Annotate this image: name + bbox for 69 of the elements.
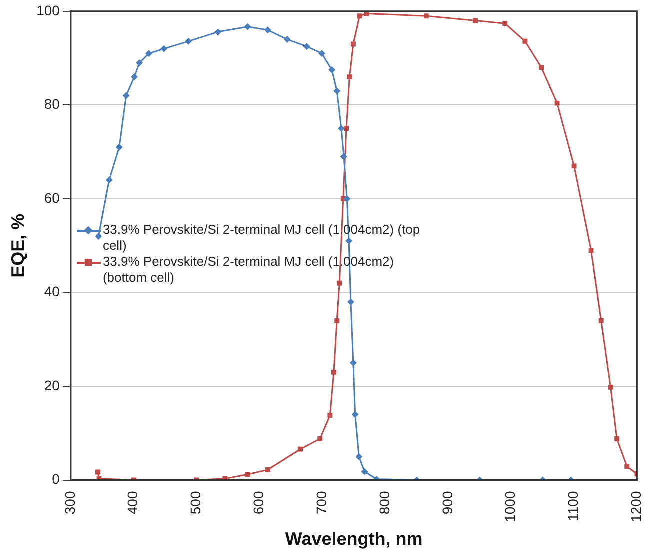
point: [554, 100, 560, 106]
x-tick-label: 700: [313, 491, 330, 515]
x-tick-label: 1200: [628, 491, 644, 522]
point: [95, 232, 102, 240]
point: [328, 413, 333, 418]
point: [328, 66, 336, 74]
point: [334, 88, 341, 95]
point: [331, 370, 336, 375]
x-tick-label: 1100: [565, 491, 582, 522]
point: [598, 318, 604, 324]
point: [284, 36, 291, 44]
point: [337, 280, 342, 286]
point: [185, 38, 192, 45]
point: [106, 176, 113, 184]
y-tick-label: 20: [44, 377, 60, 394]
point: [608, 384, 614, 390]
point: [344, 126, 350, 132]
point: [356, 453, 363, 460]
point: [214, 28, 222, 36]
point: [160, 45, 168, 52]
point: [334, 318, 340, 324]
point: [145, 50, 152, 58]
point: [116, 144, 123, 151]
point: [473, 18, 478, 24]
point: [96, 470, 100, 475]
point: [352, 411, 359, 418]
x-tick-label: 800: [376, 491, 392, 515]
point: [338, 125, 345, 132]
point: [588, 248, 594, 253]
point: [522, 38, 528, 44]
point: [318, 436, 323, 442]
x-tick-label: 500: [188, 491, 204, 515]
point: [539, 65, 544, 70]
point: [265, 467, 270, 472]
x-axis-title: Wavelength, nm: [285, 529, 423, 550]
point: [347, 74, 352, 80]
point: [424, 14, 429, 19]
point: [344, 195, 351, 202]
y-tick-label: 0: [52, 471, 60, 488]
point: [572, 164, 577, 169]
point: [624, 464, 630, 470]
y-tick-label: 100: [36, 2, 60, 18]
point: [350, 360, 357, 367]
point: [136, 59, 144, 66]
x-tick-label: 1000: [502, 491, 518, 522]
point: [264, 26, 272, 34]
point: [244, 23, 252, 30]
point: [361, 468, 368, 476]
point: [347, 298, 354, 306]
x-tick-label: 600: [250, 491, 267, 515]
point: [502, 21, 508, 26]
y-tick-label: 40: [44, 284, 60, 300]
point: [303, 43, 310, 50]
point: [340, 153, 348, 160]
y-axis-title: EQE, %: [8, 214, 28, 278]
point: [245, 472, 250, 478]
y-tick-label: 60: [44, 190, 60, 206]
point: [614, 436, 620, 442]
y-tick-label: 80: [44, 96, 60, 112]
x-tick-label: 300: [62, 491, 78, 515]
x-tick-label: 400: [124, 491, 141, 515]
point: [357, 14, 362, 19]
point: [318, 50, 326, 58]
point: [122, 92, 130, 100]
point: [131, 74, 138, 81]
x-tick-label: 900: [439, 491, 456, 515]
point: [350, 42, 356, 47]
point: [298, 446, 304, 452]
point: [346, 238, 353, 245]
